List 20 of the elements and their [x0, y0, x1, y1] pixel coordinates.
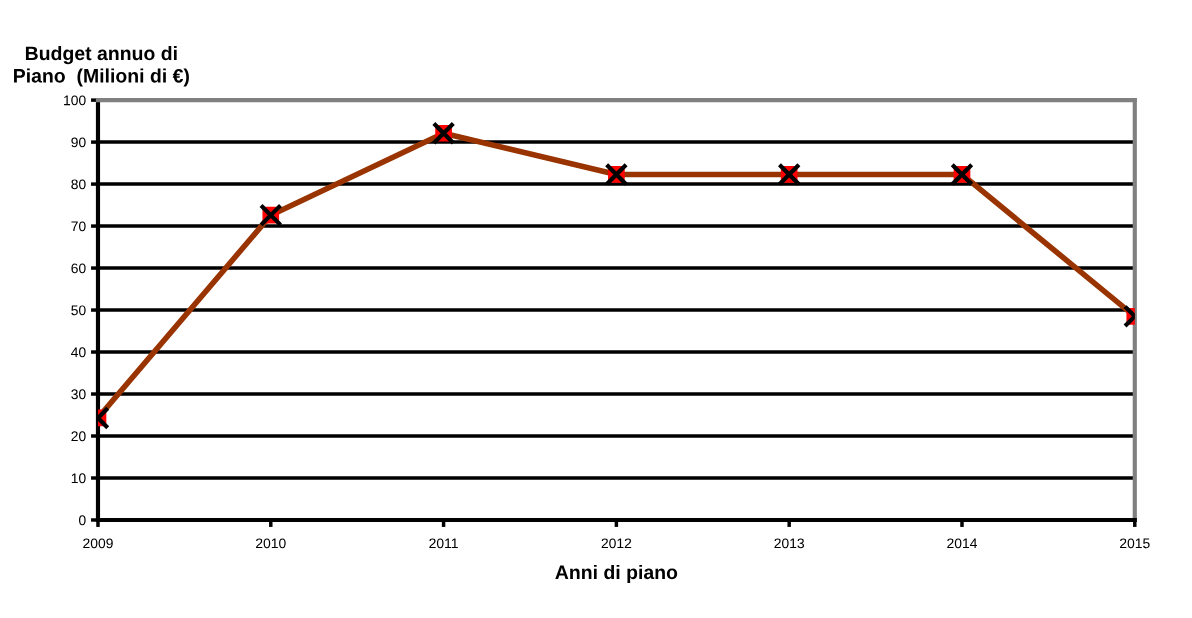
- y-axis-title: Budget annuo di Piano (Milioni di €): [14, 45, 189, 87]
- x-tick-label: 2009: [83, 538, 113, 549]
- y-tick-label: 80: [71, 179, 86, 190]
- x-tick-label: 2015: [1120, 538, 1150, 549]
- y-tick-label: 0: [79, 515, 86, 526]
- y-tick-label: 70: [71, 221, 86, 232]
- x-tick-label: 2013: [774, 538, 805, 549]
- y-tick-label: 40: [71, 347, 86, 358]
- y-tick-label: 100: [64, 95, 86, 106]
- y-tick-label: 10: [71, 473, 86, 484]
- x-tick-label: 2010: [256, 538, 286, 549]
- y-tick-label: 20: [71, 431, 86, 442]
- y-tick-label: 30: [71, 389, 86, 400]
- y-tick-label: 50: [71, 305, 86, 316]
- x-axis-title: Anni di piano: [555, 564, 678, 583]
- x-tick-label: 2012: [601, 538, 632, 549]
- y-tick-label: 60: [71, 263, 86, 274]
- x-tick-label: 2011: [429, 538, 458, 549]
- x-tick-label: 2014: [947, 538, 978, 549]
- y-tick-label: 90: [71, 137, 86, 148]
